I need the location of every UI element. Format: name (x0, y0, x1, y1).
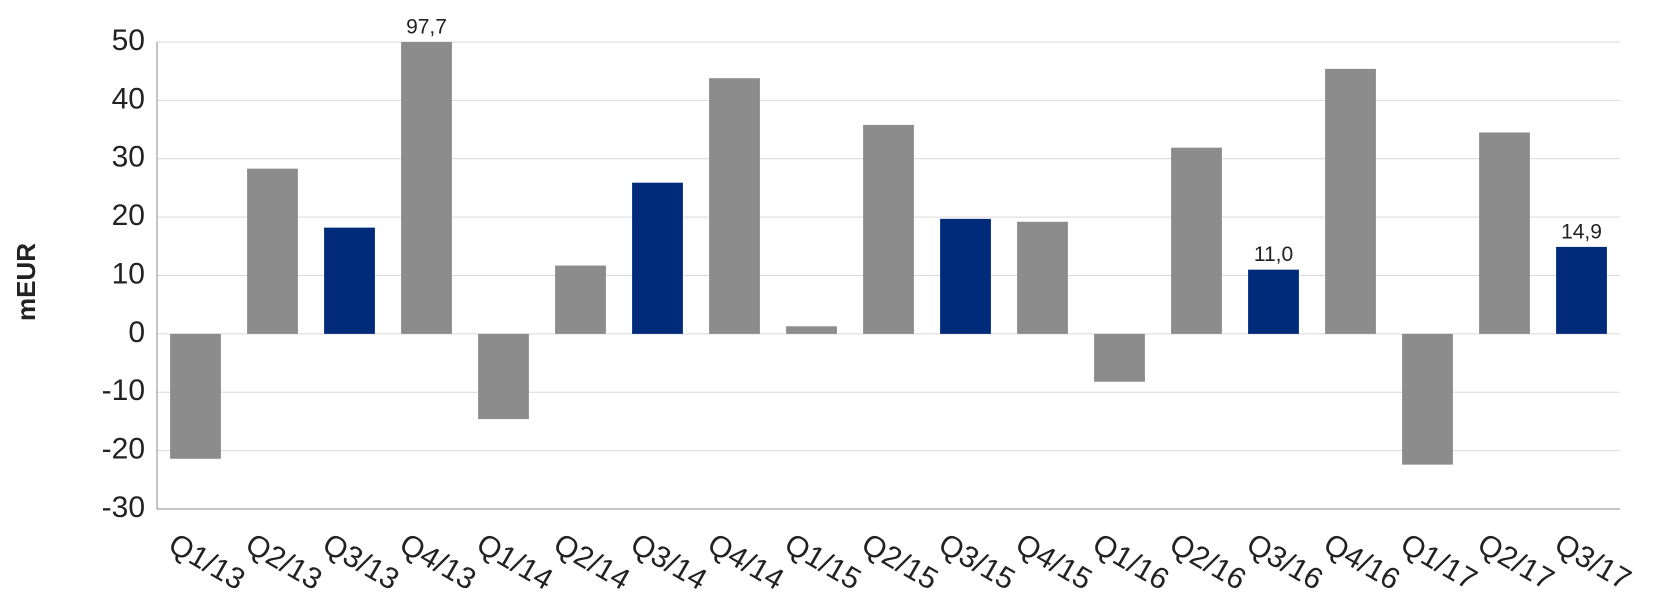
bar (1479, 132, 1530, 334)
bar (324, 227, 375, 334)
value-label: 14,9 (1561, 220, 1602, 243)
x-tick-label: Q2/13 (240, 527, 327, 596)
x-tick-label: Q4/15 (1010, 527, 1097, 596)
bar (632, 182, 683, 334)
bar (1556, 246, 1607, 334)
x-tick-label: Q1/16 (1087, 527, 1174, 596)
y-tick-label: 50 (112, 24, 145, 57)
bar (1094, 333, 1145, 382)
y-tick-label: -10 (102, 374, 145, 407)
x-tick-label: Q1/13 (163, 527, 250, 596)
value-label: 11,0 (1254, 243, 1293, 266)
x-tick-label: Q3/15 (933, 527, 1020, 596)
x-tick-label: Q4/16 (1318, 527, 1405, 596)
x-tick-label: Q1/14 (471, 527, 558, 596)
bar (1017, 221, 1068, 334)
bar (1248, 269, 1299, 334)
bar (1402, 333, 1453, 465)
bar (1171, 147, 1222, 334)
y-tick-label: 0 (128, 316, 145, 349)
bar (401, 42, 452, 334)
x-tick-label: Q1/15 (779, 527, 866, 596)
bar (247, 168, 298, 334)
x-tick-label: Q2/14 (548, 527, 635, 596)
x-tick-label: Q2/17 (1472, 527, 1559, 596)
x-tick-label: Q1/17 (1395, 527, 1482, 596)
bar (1325, 68, 1376, 334)
bar (478, 333, 529, 420)
bar (709, 78, 760, 334)
y-tick-label: -30 (102, 491, 145, 524)
y-tick-label: 20 (112, 199, 145, 232)
x-tick-label: Q2/15 (856, 527, 943, 596)
y-axis-label: mEUR (11, 243, 41, 321)
bar (555, 265, 606, 334)
x-tick-label: Q4/13 (394, 527, 481, 596)
bar (170, 333, 221, 459)
bar (786, 326, 837, 334)
x-tick-label: Q3/17 (1549, 527, 1636, 596)
x-tick-label: Q3/16 (1241, 527, 1328, 596)
y-tick-label: 40 (112, 82, 145, 115)
bar (940, 218, 991, 334)
value-label: 97,7 (406, 16, 447, 39)
x-tick-label: Q3/14 (625, 527, 712, 596)
y-tick-label: 10 (112, 257, 145, 290)
x-tick-label: Q3/13 (317, 527, 404, 596)
y-tick-label: 30 (112, 141, 145, 174)
x-tick-label: Q2/16 (1164, 527, 1251, 596)
y-tick-label: -20 (102, 433, 145, 466)
x-tick-label: Q4/14 (702, 527, 789, 596)
bar (863, 124, 914, 334)
